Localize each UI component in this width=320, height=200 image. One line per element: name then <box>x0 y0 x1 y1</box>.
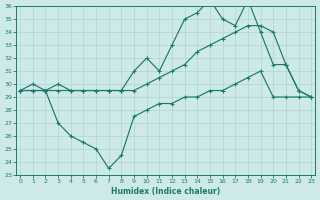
X-axis label: Humidex (Indice chaleur): Humidex (Indice chaleur) <box>111 187 220 196</box>
